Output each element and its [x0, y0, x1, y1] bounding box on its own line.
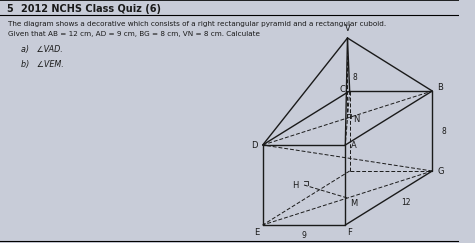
Text: D: D: [251, 140, 257, 149]
Text: B: B: [437, 84, 443, 93]
Text: 5: 5: [6, 4, 12, 14]
Text: M: M: [351, 199, 358, 208]
Text: G: G: [437, 166, 444, 175]
Text: 9: 9: [302, 231, 306, 240]
Text: a)   ∠VAD.: a) ∠VAD.: [21, 45, 63, 54]
Text: C: C: [340, 85, 346, 94]
Text: E: E: [254, 227, 259, 236]
Text: b)   ∠VEM.: b) ∠VEM.: [21, 60, 64, 69]
Text: F: F: [347, 227, 352, 236]
Text: 8: 8: [442, 127, 446, 136]
Text: 2012 NCHS Class Quiz (6): 2012 NCHS Class Quiz (6): [21, 4, 161, 14]
Text: 12: 12: [401, 198, 411, 207]
Text: The diagram shows a decorative which consists of a right rectangular pyramid and: The diagram shows a decorative which con…: [8, 21, 386, 27]
Text: V: V: [344, 25, 351, 34]
Text: 8: 8: [352, 73, 357, 83]
Text: A: A: [351, 140, 357, 149]
Text: Given that AB = 12 cm, AD = 9 cm, BG = 8 cm, VN = 8 cm. Calculate: Given that AB = 12 cm, AD = 9 cm, BG = 8…: [8, 31, 260, 37]
Text: N: N: [353, 114, 360, 123]
Text: H: H: [292, 181, 298, 190]
